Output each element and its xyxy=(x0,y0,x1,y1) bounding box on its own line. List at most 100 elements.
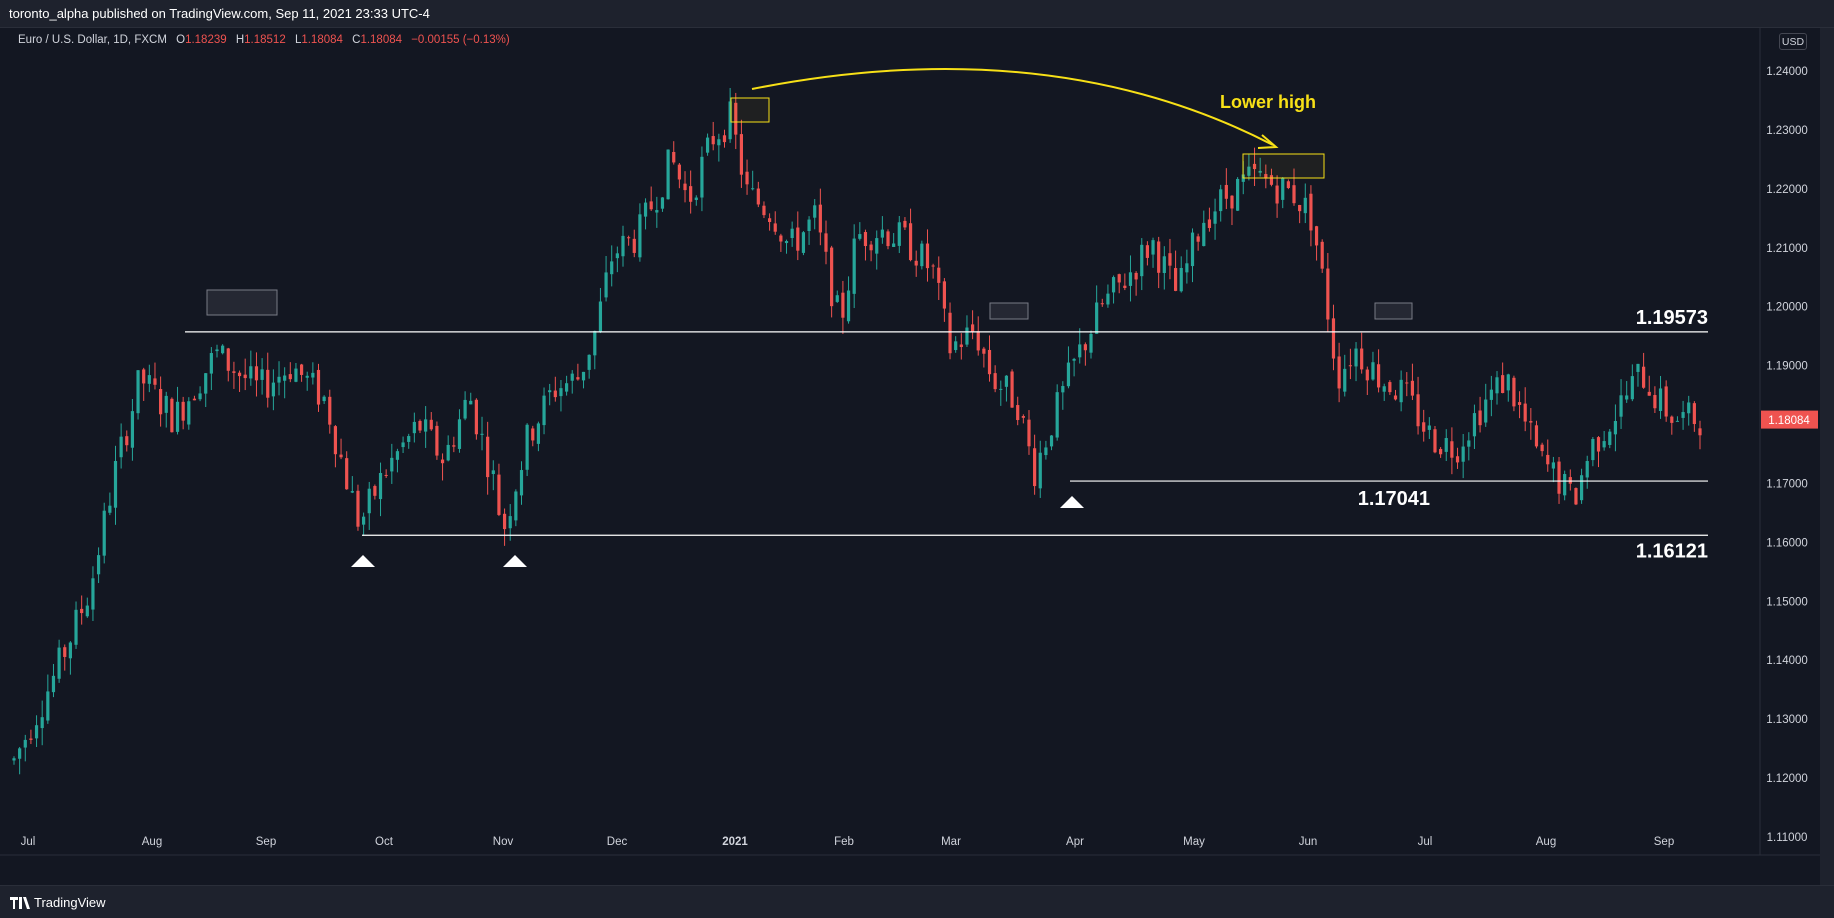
last-price-tag[interactable] xyxy=(1761,410,1818,429)
candle-body xyxy=(457,419,462,449)
price-tick-label: 1.24000 xyxy=(1766,66,1808,78)
support-marker-icon[interactable] xyxy=(1060,496,1084,508)
candle-body xyxy=(474,399,478,435)
candle-body xyxy=(96,555,101,575)
candle-body xyxy=(767,218,772,223)
resistance-zone-jun[interactable] xyxy=(1374,302,1413,320)
candle-body xyxy=(705,137,710,153)
candle-body xyxy=(1579,475,1584,501)
candle-body xyxy=(232,371,236,373)
candle-body xyxy=(367,488,371,514)
symbol-title[interactable]: Euro / U.S. Dollar, 1D, FXCM xyxy=(18,34,167,46)
candle-body xyxy=(345,458,349,490)
candle-body xyxy=(1320,241,1324,269)
candle-body xyxy=(1004,375,1009,387)
candle-body xyxy=(970,324,975,332)
lower-high-arrow[interactable] xyxy=(751,68,1274,146)
candle-body xyxy=(1450,441,1454,458)
support-marker-icon[interactable] xyxy=(503,555,527,567)
candle-body xyxy=(587,354,591,370)
candle-body xyxy=(1461,446,1465,462)
candle-body xyxy=(1055,392,1059,438)
candle-body xyxy=(1427,425,1431,430)
candle-body xyxy=(807,219,811,232)
candle-body xyxy=(486,436,490,478)
candle-body xyxy=(683,183,687,191)
support-marker-icon[interactable] xyxy=(351,555,375,567)
candle-body xyxy=(170,398,174,433)
candle-body xyxy=(559,388,563,397)
candle-body xyxy=(948,312,952,354)
candle-body xyxy=(1281,178,1285,200)
candle-body xyxy=(125,436,129,446)
candle-body xyxy=(1439,448,1443,455)
candle-body xyxy=(1568,477,1572,484)
time-tick-label: Jul xyxy=(1418,836,1433,848)
time-tick-label: Sep xyxy=(1654,836,1674,848)
candle-body xyxy=(999,388,1003,390)
candle-body xyxy=(830,247,834,307)
candle-body xyxy=(892,243,896,247)
candle-body xyxy=(159,388,163,415)
resistance-zone-mar[interactable] xyxy=(989,302,1029,320)
candle-body xyxy=(722,135,727,143)
candle-body xyxy=(1506,374,1510,391)
candle-body xyxy=(965,327,969,345)
tradingview-brand[interactable]: TradingView xyxy=(10,895,106,910)
price-tick-label: 1.15000 xyxy=(1766,596,1808,608)
candle-body xyxy=(604,272,608,298)
candle-body xyxy=(1179,267,1183,292)
candle-body xyxy=(1619,395,1623,417)
high-zone-jan[interactable] xyxy=(730,97,770,123)
candle-body xyxy=(536,423,541,444)
candle-body xyxy=(1681,412,1685,418)
price-tick-label: 1.17000 xyxy=(1766,478,1808,490)
candle-body xyxy=(1591,439,1595,461)
candle-body xyxy=(29,738,33,740)
candle-body xyxy=(1173,268,1178,291)
price-chart[interactable]: 1.24000 1.23000 1.22000 1.21000 1.20000 1.190… xyxy=(0,28,1834,885)
lower-high-zone[interactable] xyxy=(1242,153,1325,179)
candle-body xyxy=(717,139,721,146)
candle-body xyxy=(1100,303,1104,305)
candle-body xyxy=(525,424,529,470)
candle-body xyxy=(1021,416,1025,418)
candle-body xyxy=(1089,333,1093,353)
candle-body xyxy=(1168,253,1172,266)
candle-body xyxy=(1145,245,1149,258)
candle-body xyxy=(1151,240,1155,255)
currency-badge[interactable]: USD xyxy=(1779,33,1807,50)
candle-body xyxy=(1140,244,1144,277)
candle-body xyxy=(796,227,800,251)
candle-body xyxy=(502,513,507,530)
candle-body xyxy=(254,366,259,381)
candle-body xyxy=(1658,388,1663,411)
candle-body xyxy=(1162,256,1166,273)
brand-label: TradingView xyxy=(34,895,106,910)
candle-body xyxy=(762,205,766,216)
resistance-zone-sep[interactable] xyxy=(206,289,278,316)
candle-body xyxy=(677,164,681,180)
candle-body xyxy=(356,490,360,527)
candle-body xyxy=(1038,452,1042,489)
candle-body xyxy=(1534,425,1539,447)
candle-body xyxy=(1512,377,1516,407)
candle-body xyxy=(294,368,298,382)
candle-body xyxy=(643,202,648,217)
candle-body xyxy=(18,748,22,759)
candle-body xyxy=(1455,456,1460,463)
candle-body xyxy=(209,353,213,374)
candle-body xyxy=(204,373,208,394)
candle-body xyxy=(221,345,225,354)
arrowhead-icon xyxy=(1257,134,1279,149)
candle-body xyxy=(362,516,366,525)
candle-body xyxy=(1083,344,1087,351)
candle-body xyxy=(446,444,450,461)
candle-body xyxy=(1602,441,1606,448)
time-tick-label: Dec xyxy=(607,836,628,848)
candle-body xyxy=(1585,461,1589,478)
candle-body xyxy=(1388,382,1392,393)
candle-body xyxy=(1393,395,1398,400)
candle-body xyxy=(863,232,868,247)
candle-body xyxy=(113,460,118,508)
